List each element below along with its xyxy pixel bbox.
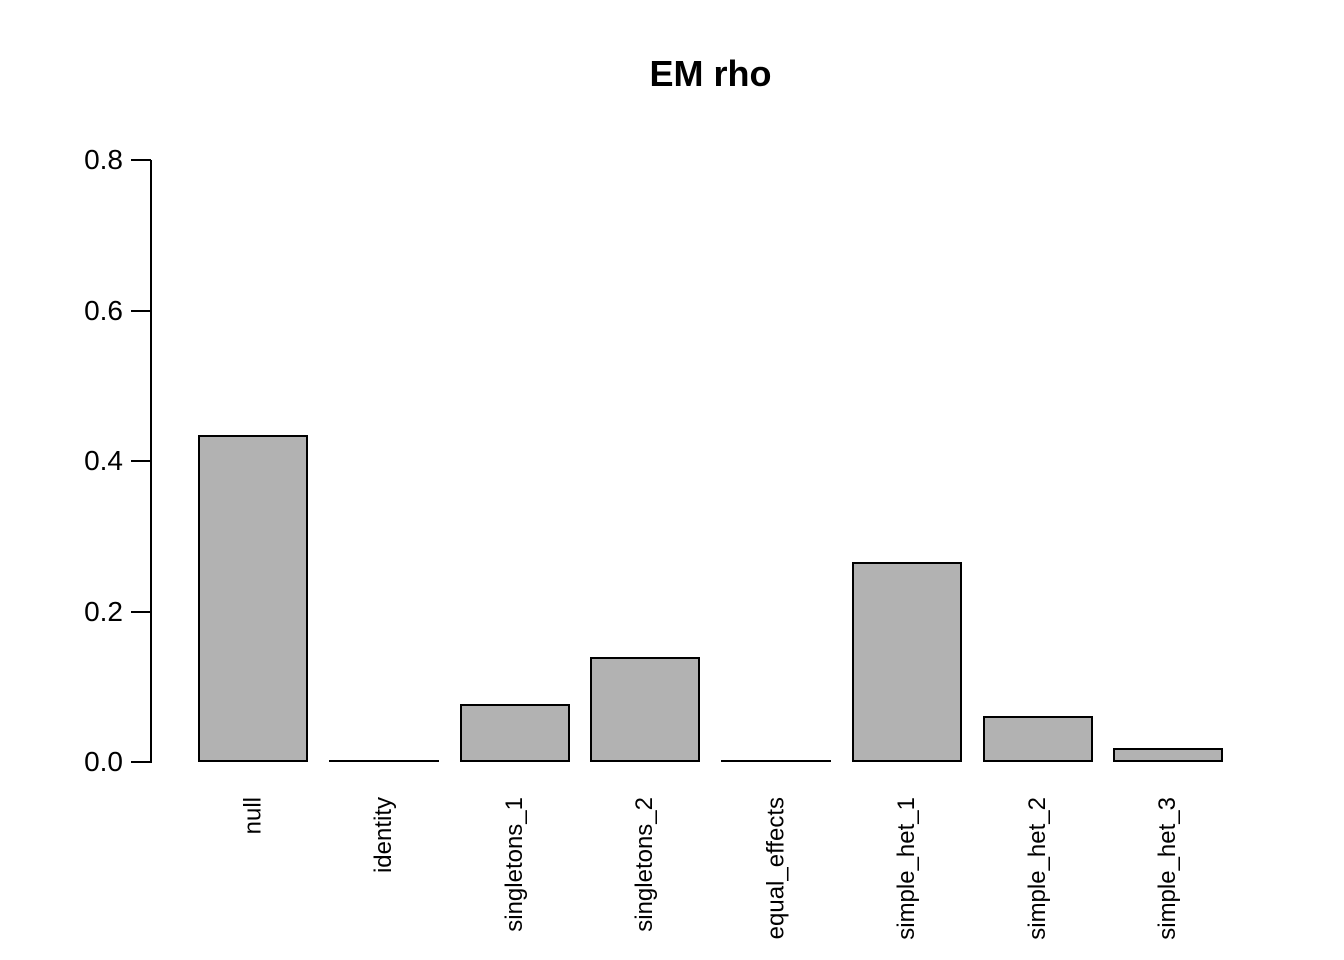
y-tick <box>131 761 151 763</box>
bar-simple_het_1 <box>852 562 962 762</box>
bar-simple_het_3 <box>1113 748 1223 762</box>
x-tick-label-text: equal_effects <box>762 797 789 940</box>
y-tick <box>131 309 151 312</box>
bar-null <box>198 435 308 762</box>
y-tick-label: 0.6 <box>84 294 123 326</box>
chart-title: EM rho <box>649 53 772 94</box>
bar-singletons_1 <box>460 704 570 762</box>
y-tick-label: 0.0 <box>84 746 123 777</box>
y-tick <box>131 159 151 161</box>
x-tick-label-text: singletons_1 <box>501 797 528 932</box>
x-tick-label-text: identity <box>370 797 397 874</box>
y-tick <box>131 610 151 613</box>
bar-identity <box>329 760 439 762</box>
y-tick-label: 0.4 <box>84 445 123 476</box>
bar-simple_het_2 <box>983 716 1093 762</box>
x-tick-label-text: simple_het_2 <box>1024 797 1051 940</box>
bar-singletons_2 <box>590 657 700 762</box>
x-tick-label-text: simple_het_3 <box>1154 797 1181 940</box>
x-tick-label-text: null <box>239 797 266 835</box>
x-tick-label-text: singletons_2 <box>631 797 658 932</box>
y-tick-label: 0.8 <box>84 144 123 175</box>
y-axis-line <box>150 160 152 763</box>
y-tick-label: 0.2 <box>84 595 123 627</box>
y-tick <box>131 460 151 462</box>
x-tick-label-text: simple_het_1 <box>893 797 920 940</box>
bar-equal_effects <box>721 760 831 762</box>
